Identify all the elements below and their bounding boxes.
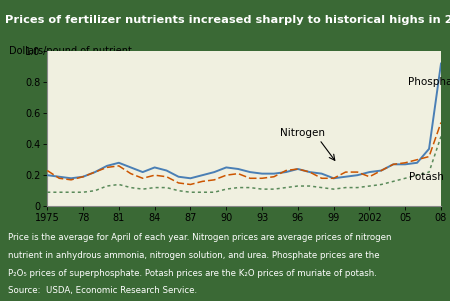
Text: Prices of fertilizer nutrients increased sharply to historical highs in 2008: Prices of fertilizer nutrients increased… <box>5 15 450 25</box>
Text: Price is the average for April of each year. Nitrogen prices are average prices : Price is the average for April of each y… <box>8 233 392 242</box>
Text: Potash: Potash <box>409 172 444 182</box>
Text: Nitrogen: Nitrogen <box>280 128 325 138</box>
Text: P₂O₅ prices of superphosphate. Potash prices are the K₂O prices of muriate of po: P₂O₅ prices of superphosphate. Potash pr… <box>8 269 377 278</box>
Text: nutrient in anhydrous ammonia, nitrogen solution, and urea. Phosphate prices are: nutrient in anhydrous ammonia, nitrogen … <box>8 251 380 260</box>
Text: Source:  USDA, Economic Research Service.: Source: USDA, Economic Research Service. <box>8 286 197 295</box>
Text: Dollars/pound of nutrient: Dollars/pound of nutrient <box>9 46 132 56</box>
Text: Phosphate: Phosphate <box>408 77 450 87</box>
